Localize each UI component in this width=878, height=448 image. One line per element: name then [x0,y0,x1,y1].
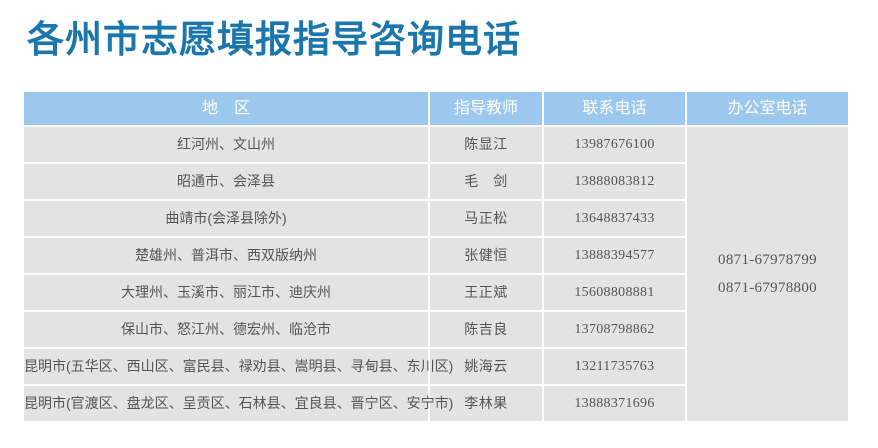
cell-teacher: 姚海云 [430,349,542,384]
cell-office-phone: 0871-67978799 0871-67978800 [687,127,848,421]
cell-teacher: 毛 剑 [430,164,542,199]
cell-region: 楚雄州、普洱市、西双版纳州 [24,238,428,273]
cell-teacher: 张健恒 [430,238,542,273]
cell-teacher: 陈吉良 [430,312,542,347]
cell-region: 大理州、玉溪市、丽江市、迪庆州 [24,275,428,310]
table-header: 地 区 指导教师 联系电话 办公室电话 [24,92,848,125]
column-header-phone: 联系电话 [544,92,685,125]
office-phone-list: 0871-67978799 0871-67978800 [687,127,848,421]
cell-teacher: 马正松 [430,201,542,236]
cell-region: 曲靖市(会泽县除外) [24,201,428,236]
table-row: 曲靖市(会泽县除外) 马正松 13648837433 [24,201,848,236]
office-phone-2: 0871-67978800 [718,279,817,296]
table-body: 红河州、文山州 陈显江 13987676100 0871-67978799 08… [24,127,848,421]
cell-teacher: 李林果 [430,386,542,421]
cell-phone: 15608808881 [544,275,685,310]
column-header-region: 地 区 [24,92,428,125]
cell-phone: 13708798862 [544,312,685,347]
column-header-office: 办公室电话 [687,92,848,125]
cell-phone: 13211735763 [544,349,685,384]
cell-region: 红河州、文山州 [24,127,428,162]
cell-phone: 13888371696 [544,386,685,421]
cell-phone: 13987676100 [544,127,685,162]
cell-region: 昆明市(五华区、西山区、富民县、禄劝县、嵩明县、寻甸县、东川区) [24,349,453,384]
cell-phone: 13648837433 [544,201,685,236]
cell-region: 保山市、怒江州、德宏州、临沧市 [24,312,428,347]
table-row: 红河州、文山州 陈显江 13987676100 0871-67978799 08… [24,127,848,421]
column-header-teacher: 指导教师 [430,92,542,125]
cell-teacher: 陈显江 [430,127,542,162]
table-row: 大理州、玉溪市、丽江市、迪庆州 王正斌 15608808881 [24,275,848,310]
table-header-row: 地 区 指导教师 联系电话 办公室电话 [24,92,848,125]
cell-phone: 13888394577 [544,238,685,273]
page-title: 各州市志愿填报指导咨询电话 [27,19,521,60]
table-row: 昭通市、会泽县 毛 剑 13888083812 [24,164,848,199]
cell-region: 昭通市、会泽县 [24,164,428,199]
cell-teacher: 王正斌 [430,275,542,310]
table-row: 昆明市(五华区、西山区、富民县、禄劝县、嵩明县、寻甸县、东川区) 姚海云 132… [24,349,848,384]
table-row: 楚雄州、普洱市、西双版纳州 张健恒 13888394577 [24,238,848,273]
table-row: 保山市、怒江州、德宏州、临沧市 陈吉良 13708798862 [24,312,848,347]
contact-table-container: 地 区 指导教师 联系电话 办公室电话 红河州、文山州 陈显江 13987676… [22,90,848,423]
contact-table: 地 区 指导教师 联系电话 办公室电话 红河州、文山州 陈显江 13987676… [22,90,850,423]
office-phone-1: 0871-67978799 [718,251,817,268]
cell-phone: 13888083812 [544,164,685,199]
cell-region: 昆明市(官渡区、盘龙区、呈贡区、石林县、宜良县、晋宁区、安宁市) [24,386,453,421]
table-row: 昆明市(官渡区、盘龙区、呈贡区、石林县、宜良县、晋宁区、安宁市) 李林果 138… [24,386,848,421]
